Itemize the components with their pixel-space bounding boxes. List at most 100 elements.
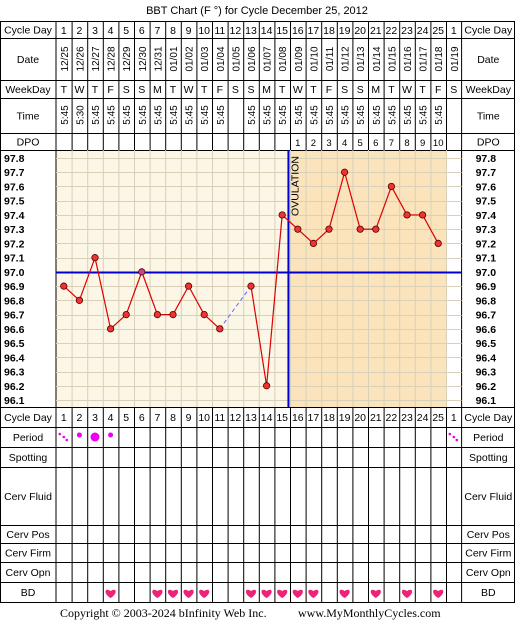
dpo-cell: 5	[358, 138, 363, 149]
cycle-day-cell: 18	[323, 25, 335, 37]
row-label-time: Time	[17, 111, 40, 123]
time-cell: 5:45	[325, 105, 336, 125]
dpo-cell: 4	[342, 138, 347, 149]
cycle-day-cell: 16	[292, 25, 304, 37]
weekday-cell: S	[450, 84, 457, 96]
temp-line-segment	[390, 186, 408, 216]
y-tick-label: 97.6	[4, 181, 25, 193]
dpo-cell: 2	[311, 138, 316, 149]
y-tick-label-right: 96.1	[476, 395, 497, 407]
cycle-day-cell-bottom: 18	[323, 412, 335, 424]
temp-line-segment	[266, 214, 283, 386]
y-tick-label: 96.4	[4, 352, 25, 364]
y-tick-label: 96.3	[4, 367, 25, 379]
cycle-day-cell: 23	[401, 25, 413, 37]
bd-heart-icon	[370, 589, 381, 598]
time-cell: 5:45	[419, 105, 430, 125]
y-tick-label-right: 96.4	[476, 352, 497, 364]
row-label-date: Date	[17, 54, 39, 66]
cycle-day-cell-bottom: 9	[186, 412, 192, 424]
cycle-day-cell: 3	[92, 25, 98, 37]
cycle-day-cell: 11	[214, 25, 225, 37]
date-cell: 12/30	[138, 46, 149, 71]
cycle-day-cell-bottom: 1	[61, 412, 67, 424]
cycle-day-cell-bottom: 25	[432, 412, 444, 424]
temp-line-segment	[141, 271, 158, 315]
row-label-cycle-day: Cycle Day	[4, 412, 53, 424]
dpo-cell: 7	[389, 138, 394, 149]
weekday-cell: T	[310, 84, 317, 96]
weekday-cell: T	[170, 84, 177, 96]
dpo-cell: 6	[373, 138, 378, 149]
date-cell: 01/18	[434, 46, 445, 71]
plot-layer: OVULATION	[56, 150, 462, 598]
cycle-day-cell-bottom: 15	[276, 412, 288, 424]
y-tick-label-right: 97.1	[476, 253, 497, 265]
bd-heart-icon	[401, 589, 413, 598]
row-label-right-weekday: WeekDay	[466, 84, 512, 96]
cycle-day-cell-bottom: 6	[139, 412, 145, 424]
bd-heart-icon	[152, 589, 163, 598]
cycle-day-cell: 12	[230, 25, 242, 37]
temp-line-segment	[422, 214, 439, 244]
date-cell: 01/14	[372, 46, 383, 71]
temp-line-segment	[188, 285, 205, 315]
temp-point	[434, 239, 442, 248]
time-cell: 5:45	[403, 105, 414, 125]
cycle-day-cell: 7	[154, 25, 160, 37]
temp-point	[418, 211, 427, 219]
y-tick-label-right: 97.0	[476, 267, 497, 279]
temp-point	[200, 310, 208, 319]
weekday-cell: T	[279, 84, 286, 96]
cycle-day-cell: 6	[139, 25, 145, 37]
weekday-cell: T	[92, 84, 99, 96]
temp-point	[309, 239, 317, 248]
date-cell: 01/13	[356, 46, 367, 71]
row-label-right-time: Time	[477, 111, 500, 123]
row-label-right-cerv-opn: Cerv Opn	[466, 567, 511, 579]
weekday-cell: M	[153, 84, 162, 96]
time-cell: 5:45	[200, 105, 211, 125]
cycle-day-cell: 2	[76, 25, 82, 37]
y-tick-label-right: 97.6	[476, 181, 497, 193]
date-cell: 01/09	[294, 46, 305, 71]
period-spot-marker	[448, 432, 452, 436]
date-cell: 01/15	[387, 46, 398, 71]
y-tick-label: 96.5	[4, 338, 25, 350]
temp-point	[185, 282, 193, 290]
bd-heart-icon	[245, 589, 257, 598]
date-cell: 12/29	[122, 46, 133, 71]
date-cell: 12/27	[91, 46, 102, 71]
dpo-cell: 9	[420, 138, 425, 149]
y-tick-label-right: 97.8	[476, 153, 497, 165]
bd-heart-icon	[167, 589, 179, 598]
cycle-day-cell-bottom: 21	[370, 412, 382, 424]
weekday-cell: F	[326, 84, 332, 96]
bd-heart-icon	[308, 589, 319, 598]
date-cell: 01/10	[309, 46, 320, 71]
temp-line-segment	[125, 271, 143, 315]
weekday-cell: W	[293, 84, 303, 96]
cycle-day-cell: 20	[354, 25, 366, 37]
weekday-cell: T	[419, 84, 426, 96]
grid-layer	[0, 21, 515, 603]
temp-point	[294, 225, 302, 233]
bd-heart-icon	[433, 589, 444, 598]
cycle-day-cell-bottom: 1	[451, 412, 457, 424]
time-cell: 5:45	[387, 105, 398, 125]
y-tick-label: 97.4	[4, 210, 25, 222]
time-cell: 5:45	[247, 105, 258, 125]
period-heavy-marker	[90, 432, 100, 442]
cycle-day-cell-bottom: 23	[401, 412, 413, 424]
period-spot-marker	[62, 435, 66, 439]
y-tick-label-right: 96.2	[476, 381, 497, 393]
time-cell: 5:45	[122, 105, 133, 125]
date-cell: 01/16	[403, 46, 414, 71]
temp-point	[403, 211, 411, 219]
date-cell: 01/05	[231, 46, 242, 71]
website-link[interactable]: www.MyMonthlyCycles.com	[298, 606, 441, 620]
date-cell: 01/03	[200, 46, 211, 71]
time-cell: 5:45	[294, 105, 305, 125]
temp-point	[107, 325, 115, 333]
cycle-day-cell-bottom: 16	[292, 412, 304, 424]
